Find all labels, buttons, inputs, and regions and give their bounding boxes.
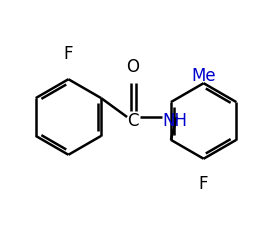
Text: Me: Me [191,67,216,85]
Text: F: F [64,45,73,63]
Text: C: C [127,112,139,130]
Text: F: F [199,175,208,193]
Text: O: O [127,58,140,76]
Text: NH: NH [163,112,188,130]
